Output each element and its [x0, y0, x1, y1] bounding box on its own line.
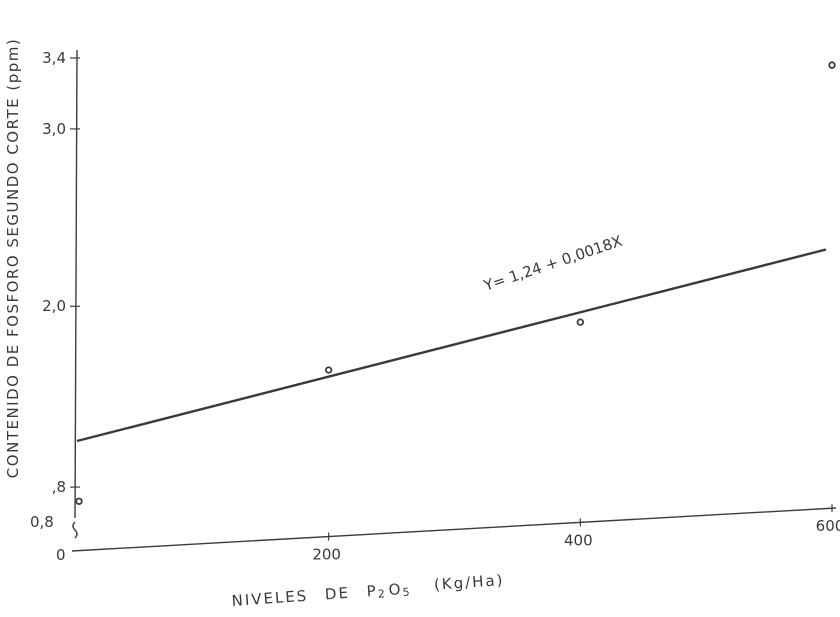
x-label-p: P	[366, 582, 378, 601]
data-point-1	[324, 366, 333, 374]
x-label-middle: DE	[324, 584, 350, 604]
data-point-2	[576, 318, 585, 326]
regression-line	[76, 248, 827, 443]
y-tick-label-3: 3,4	[42, 49, 66, 67]
x-tick-label-1: 400	[564, 531, 593, 549]
y-low-label: 0,8	[30, 513, 54, 531]
x-label-unit: (Kg/Ha)	[433, 571, 505, 594]
x-axis	[71, 507, 837, 552]
x-label-o: O	[388, 580, 403, 599]
y-tick-label-2: 3,0	[42, 120, 66, 138]
x-label-sub-2: 2	[377, 587, 387, 601]
x-ticks: 200 400 600	[312, 504, 840, 564]
axis-break-mark	[72, 521, 78, 539]
y-tick-label-0: ,8	[52, 478, 66, 496]
x-tick-label-0: 200	[312, 546, 341, 564]
y-tick-label-1: 2,0	[42, 297, 66, 315]
regression-equation: Y= 1,24 + 0,0018X	[481, 232, 625, 295]
data-point-0	[75, 497, 83, 505]
x-tick-label-2: 600	[816, 517, 840, 535]
x-axis-label: NIVELES DE P2O5 (Kg/Ha)	[231, 571, 505, 612]
x-zero-label: 0	[56, 546, 66, 564]
x-label-prefix: NIVELES	[231, 587, 309, 610]
data-points	[75, 61, 836, 505]
y-ticks: ,8 2,0 3,0 3,4	[42, 49, 80, 496]
x-label-sub-5: 5	[402, 585, 412, 599]
y-axis	[74, 49, 78, 519]
data-point-3	[828, 61, 836, 69]
y-axis-label: CONTENIDO DE FOSFORO SEGUNDO CORTE (ppm)	[4, 38, 22, 478]
